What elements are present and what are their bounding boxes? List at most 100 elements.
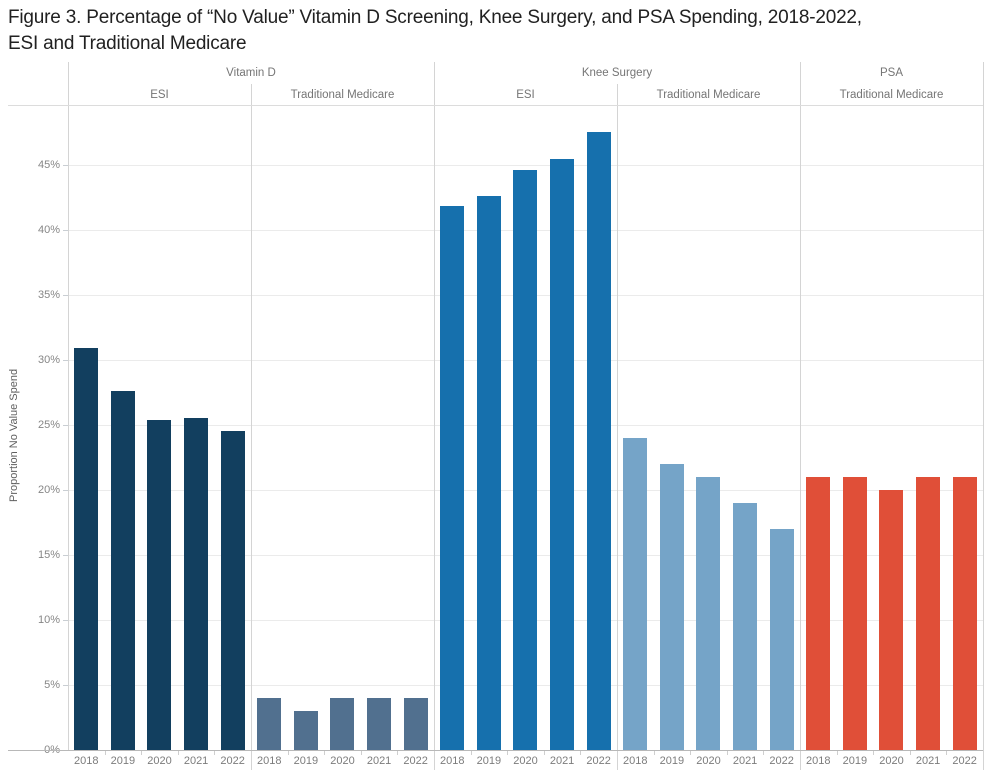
x-axis-line bbox=[8, 750, 983, 751]
year-label: 2018 bbox=[623, 755, 648, 767]
y-axis-tick-mark bbox=[63, 229, 68, 231]
bar-vitamin-d-esi-2020 bbox=[147, 419, 172, 750]
payer-header-knee-surgery-traditional-medicare: Traditional Medicare bbox=[656, 89, 761, 101]
gridline-45pct bbox=[68, 164, 983, 166]
panel-divider bbox=[434, 62, 435, 770]
year-label: 2021 bbox=[183, 755, 209, 767]
bar-slot bbox=[288, 106, 325, 750]
x-axis-tick-mark bbox=[470, 750, 472, 755]
panel-knee-surgery-esi bbox=[434, 106, 617, 750]
y-tick-label: 10% bbox=[37, 613, 60, 626]
x-axis-tick-mark bbox=[690, 750, 692, 755]
year-label: 2022 bbox=[403, 755, 428, 767]
x-axis-labels-knee-surgery-esi: 2018 2019 2020 2021 2022 bbox=[434, 753, 617, 769]
bar-slot bbox=[361, 106, 398, 750]
x-axis-tick-mark bbox=[763, 750, 765, 755]
bar-knee-surgery-traditional-medicare-2018 bbox=[623, 437, 648, 750]
bar-slot bbox=[837, 106, 874, 750]
year-label: 2020 bbox=[879, 755, 904, 767]
bar-knee-surgery-esi-2021 bbox=[550, 159, 575, 750]
service-header-knee-surgery: Knee Surgery bbox=[581, 67, 653, 79]
bar-vitamin-d-esi-2018 bbox=[74, 348, 99, 750]
panel-divider bbox=[617, 84, 618, 770]
bar-knee-surgery-traditional-medicare-2019 bbox=[659, 463, 684, 750]
year-label: 2018 bbox=[806, 755, 831, 767]
bar-knee-surgery-esi-2020 bbox=[513, 169, 538, 750]
bar-slot bbox=[434, 106, 471, 750]
bar-slot bbox=[763, 106, 800, 750]
bar-slot bbox=[690, 106, 727, 750]
panel-divider bbox=[68, 62, 69, 750]
bar-vitamin-d-traditional-medicare-2018 bbox=[257, 697, 282, 750]
y-axis-tick-mark bbox=[63, 164, 68, 166]
x-axis-tick-mark bbox=[104, 750, 106, 755]
bar-psa-traditional-medicare-2020 bbox=[879, 489, 904, 750]
bar-slot bbox=[873, 106, 910, 750]
bar-vitamin-d-traditional-medicare-2022 bbox=[403, 697, 428, 750]
year-label: 2019 bbox=[293, 755, 319, 767]
y-tick-label: 15% bbox=[37, 548, 60, 561]
x-axis-tick-mark bbox=[653, 750, 655, 755]
panel-psa-traditional-medicare bbox=[800, 106, 983, 750]
y-axis-tick-mark bbox=[63, 684, 68, 686]
x-axis-tick-mark bbox=[324, 750, 326, 755]
payer-header-psa-traditional-medicare: Traditional Medicare bbox=[839, 89, 944, 101]
bar-knee-surgery-esi-2018 bbox=[440, 206, 465, 750]
bar-knee-surgery-traditional-medicare-2020 bbox=[696, 476, 721, 750]
bar-slot bbox=[580, 106, 617, 750]
year-label: 2021 bbox=[915, 755, 941, 767]
y-tick-label: 20% bbox=[37, 483, 60, 496]
y-axis-tick-mark bbox=[63, 424, 68, 426]
bar-knee-surgery-traditional-medicare-2021 bbox=[733, 502, 758, 750]
bar-knee-surgery-esi-2022 bbox=[586, 132, 611, 750]
bar-slot bbox=[507, 106, 544, 750]
x-axis-labels-psa-traditional-medicare: 2018 2019 2020 2021 2022 bbox=[800, 753, 983, 769]
x-axis-labels-knee-surgery-traditional-medicare: 2018 2019 2020 2021 2022 bbox=[617, 753, 800, 769]
x-axis-tick-mark bbox=[360, 750, 362, 755]
bar-slot bbox=[141, 106, 178, 750]
x-axis-labels-vitamin-d-traditional-medicare: 2018 2019 2020 2021 2022 bbox=[251, 753, 434, 769]
bar-vitamin-d-esi-2022 bbox=[220, 431, 245, 750]
y-axis-title: Proportion No Value Spend bbox=[8, 368, 20, 502]
bar-slot bbox=[800, 106, 837, 750]
y-axis-tick-mark bbox=[63, 294, 68, 296]
x-axis-tick-mark bbox=[873, 750, 875, 755]
panel-vitamin-d-esi bbox=[68, 106, 251, 750]
x-axis-tick-mark bbox=[397, 750, 399, 755]
year-label: 2021 bbox=[549, 755, 575, 767]
year-label: 2018 bbox=[257, 755, 282, 767]
x-axis-tick-mark bbox=[507, 750, 509, 755]
bar-vitamin-d-traditional-medicare-2020 bbox=[330, 697, 355, 750]
payer-header-knee-surgery-esi: ESI bbox=[516, 89, 535, 101]
y-axis-tick-mark bbox=[63, 554, 68, 556]
bar-slot bbox=[946, 106, 983, 750]
y-tick-label: 30% bbox=[37, 353, 60, 366]
year-label: 2022 bbox=[952, 755, 977, 767]
bar-psa-traditional-medicare-2018 bbox=[806, 476, 831, 750]
bar-psa-traditional-medicare-2019 bbox=[842, 476, 867, 750]
bar-slot bbox=[654, 106, 691, 750]
y-tick-label: 5% bbox=[44, 678, 60, 691]
year-label: 2021 bbox=[366, 755, 392, 767]
year-label: 2019 bbox=[110, 755, 136, 767]
x-axis-labels-vitamin-d-esi: 2018 2019 2020 2021 2022 bbox=[68, 753, 251, 769]
panel-divider bbox=[251, 84, 252, 770]
payer-header-vitamin-d-esi: ESI bbox=[150, 89, 169, 101]
bar-slot bbox=[397, 106, 434, 750]
y-tick-label: 25% bbox=[37, 418, 60, 431]
x-axis-tick-mark bbox=[836, 750, 838, 755]
year-label: 2019 bbox=[476, 755, 502, 767]
panel-divider bbox=[800, 62, 801, 770]
bar-slot bbox=[251, 106, 288, 750]
panel-divider bbox=[983, 62, 984, 770]
year-label: 2022 bbox=[586, 755, 611, 767]
y-axis-tick-mark bbox=[63, 359, 68, 361]
bar-psa-traditional-medicare-2022 bbox=[952, 476, 977, 750]
service-header-vitamin-d: Vitamin D bbox=[226, 67, 276, 79]
year-label: 2020 bbox=[147, 755, 172, 767]
bar-slot bbox=[324, 106, 361, 750]
panel-knee-surgery-traditional-medicare bbox=[617, 106, 800, 750]
panel-vitamin-d-traditional-medicare bbox=[251, 106, 434, 750]
year-label: 2020 bbox=[696, 755, 721, 767]
